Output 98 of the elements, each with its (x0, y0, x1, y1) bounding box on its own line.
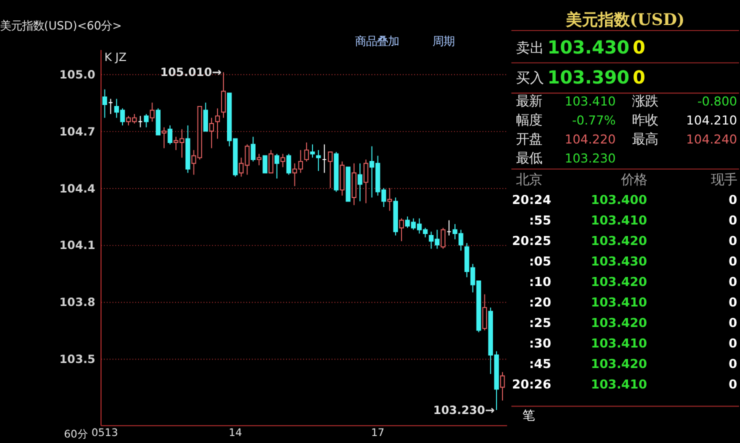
text: :55 (529, 214, 552, 228)
candlestick (209, 117, 214, 149)
text: :05 (529, 254, 552, 269)
text: 60分 (64, 428, 88, 441)
candlestick (256, 153, 262, 166)
text: -0.77% (572, 113, 616, 128)
text: 商品叠加 (354, 34, 399, 48)
candlestick (144, 114, 149, 128)
text: 104.240 (686, 132, 738, 146)
text: :45 (529, 357, 552, 372)
candlestick (203, 102, 208, 132)
text: -0.800 (697, 94, 738, 108)
candlestick (304, 142, 309, 162)
candlestick (316, 150, 321, 172)
candlestick (387, 188, 392, 212)
candlestick (168, 124, 172, 145)
y-tick-label: 104.7 (59, 124, 96, 138)
text: 现手 (711, 173, 738, 188)
text: 买入 (516, 70, 544, 87)
text: 103.420 (590, 234, 648, 248)
annotation: K JZ (104, 50, 127, 64)
candlestick (274, 153, 280, 180)
text: 0 (632, 68, 646, 89)
annotation: 103.230→ (433, 402, 495, 417)
text: 美元指数(USD) (564, 10, 685, 29)
text: 103.420 (590, 275, 648, 290)
text: 20:24 (512, 193, 552, 208)
candlestick (500, 372, 505, 402)
text: 北京 (516, 173, 542, 188)
text: 0 (728, 275, 738, 290)
y-tick-label: 103.5 (59, 352, 96, 366)
text: 最低 (516, 151, 542, 166)
candlestick (221, 72, 226, 118)
y-tick-label: 104.1 (59, 238, 96, 252)
candlestick (399, 218, 404, 242)
text: 开盘 (516, 132, 542, 148)
candlestick (310, 144, 315, 158)
text: 0 (728, 336, 738, 351)
text: 103.410 (564, 94, 616, 108)
text: 0 (728, 316, 738, 330)
text: 103.420 (590, 316, 648, 330)
text: 0 (728, 378, 738, 392)
text: 103.410 (590, 336, 648, 351)
text: 20:25 (512, 234, 552, 248)
candlestick (280, 153, 286, 168)
text: 0 (728, 296, 738, 310)
text: 103.410 (590, 378, 648, 392)
text: 104.220 (564, 132, 616, 146)
x-tick-label: 17 (371, 427, 384, 440)
candlestick (262, 155, 268, 174)
text: 103.430 (590, 254, 648, 269)
text: 103.230 (564, 151, 616, 166)
text: 周期 (432, 34, 455, 48)
text: 卖出 (516, 40, 544, 56)
candlestick (268, 150, 274, 174)
text: :25 (529, 316, 552, 330)
text: 0 (728, 234, 738, 248)
candlestick (250, 136, 256, 162)
text: 笔 (522, 408, 535, 423)
candlestick (328, 152, 333, 188)
text: 昨收 (632, 113, 658, 128)
text: :20 (529, 296, 552, 310)
candlestick (162, 126, 166, 149)
text: 0 (728, 193, 738, 208)
text: 最高 (632, 131, 658, 148)
candlestick (440, 227, 446, 250)
text: :30 (529, 336, 552, 351)
text: 103.430 (547, 37, 630, 58)
candlestick (286, 153, 292, 176)
text: 103.420 (590, 357, 648, 372)
text: 涨跌 (632, 94, 658, 110)
candlestick (482, 294, 488, 331)
candlestick (150, 102, 155, 122)
x-tick-label: 0513 (91, 427, 118, 440)
candlestick (364, 159, 368, 204)
text: 103.410 (590, 214, 648, 228)
text: 0 (728, 357, 738, 372)
candlestick (215, 108, 220, 140)
candlestick (358, 162, 362, 202)
candlestick (102, 88, 108, 118)
y-tick-label: 104.4 (59, 181, 96, 196)
y-tick-label: 105.0 (59, 67, 96, 82)
y-tick-label: 103.8 (59, 295, 96, 310)
text: 价格 (620, 173, 648, 188)
text: 103.410 (590, 296, 648, 310)
text: 104.210 (686, 113, 738, 128)
text: 0 (728, 214, 738, 228)
text: 103.390 (547, 68, 630, 89)
text: 0 (632, 37, 646, 58)
text: 幅度 (516, 112, 542, 128)
text: :10 (529, 275, 552, 290)
text: 103.400 (590, 193, 648, 208)
x-tick-label: 14 (228, 427, 242, 440)
text: 最新 (516, 94, 542, 110)
chart-title: 美元指数(USD)<60分> (0, 18, 122, 33)
text: 20:26 (512, 378, 552, 392)
text: 0 (728, 254, 738, 269)
annotation: 105.010→ (160, 65, 222, 80)
